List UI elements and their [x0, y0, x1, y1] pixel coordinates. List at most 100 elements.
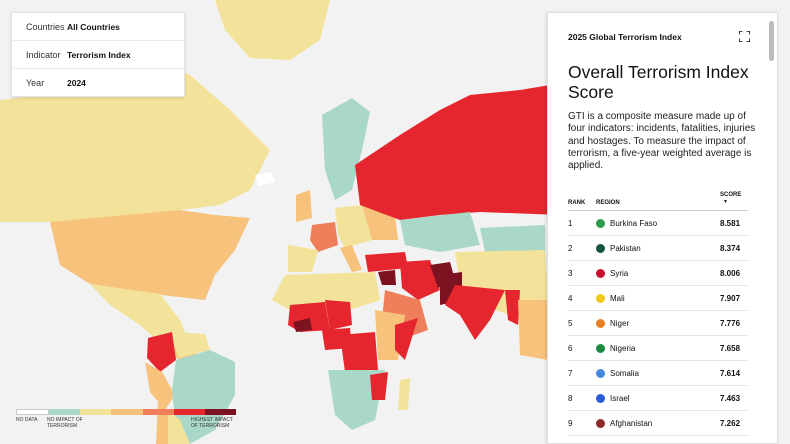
map-region-burkina-faso[interactable]	[293, 318, 312, 332]
map-region-france[interactable]	[310, 222, 338, 252]
region-name: Syria	[610, 268, 629, 278]
table-row[interactable]: 9 Afghanistan 7.262	[568, 411, 748, 436]
region-cell: Israel	[596, 393, 720, 403]
map-region-central-africa[interactable]	[340, 332, 378, 372]
table-row[interactable]: 6 Nigeria 7.658	[568, 336, 748, 361]
rank-cell: 6	[568, 343, 573, 353]
flag-icon	[596, 368, 605, 378]
map-region-mexico[interactable]	[90, 284, 190, 350]
filter-panel: Countries All Countries Indicator Terror…	[11, 12, 185, 97]
region-cell: Nigeria	[596, 343, 720, 353]
flag-icon	[596, 393, 605, 403]
map-region-niger[interactable]	[325, 300, 352, 330]
col-rank[interactable]: RANK	[568, 200, 586, 206]
flag-icon	[596, 343, 605, 353]
col-region[interactable]: REGION	[596, 200, 620, 206]
map-region-central-europe[interactable]	[335, 205, 372, 248]
region-cell: Burkina Faso	[596, 218, 720, 228]
score-cell: 7.614	[720, 368, 741, 378]
map-region-usa[interactable]	[50, 210, 250, 300]
filter-indicator[interactable]: Indicator Terrorism Index	[12, 41, 184, 69]
region-cell: Syria	[596, 268, 720, 278]
legend-swatch	[49, 409, 81, 415]
map-region-italy[interactable]	[340, 245, 362, 272]
flag-icon	[596, 293, 605, 303]
map-region-argentina[interactable]	[168, 410, 190, 444]
region-name: Pakistan	[610, 243, 641, 253]
col-score[interactable]: SCORE ▼	[720, 192, 748, 206]
expand-icon[interactable]	[739, 31, 750, 42]
map-region-peru[interactable]	[145, 362, 175, 410]
legend-swatch	[111, 409, 143, 415]
score-cell: 7.907	[720, 293, 741, 303]
filter-year[interactable]: Year 2024	[12, 69, 184, 97]
map-region-turkey[interactable]	[365, 252, 408, 272]
map-region-iberia[interactable]	[288, 245, 318, 272]
ranking-panel: 2025 Global Terrorism Index Overall Terr…	[547, 12, 778, 444]
rank-cell: 4	[568, 293, 573, 303]
map-region-myanmar[interactable]	[505, 290, 520, 325]
region-name: Nigeria	[610, 343, 636, 353]
legend-swatch	[173, 409, 205, 415]
map-region-mozambique[interactable]	[370, 372, 388, 400]
score-cell: 7.262	[720, 418, 741, 428]
flag-icon	[596, 268, 605, 278]
map-region-india[interactable]	[445, 285, 505, 340]
flag-icon	[596, 318, 605, 328]
table-row[interactable]: 2 Pakistan 8.374	[568, 236, 748, 261]
map-region-north-africa[interactable]	[272, 272, 380, 310]
map-region-colombia[interactable]	[147, 332, 176, 372]
region-cell: Somalia	[596, 368, 720, 378]
map-region-iran[interactable]	[400, 260, 440, 300]
table-row[interactable]: 4 Mali 7.907	[568, 286, 748, 311]
score-cell: 7.658	[720, 343, 741, 353]
table-row[interactable]: 1 Burkina Faso 8.581	[568, 211, 748, 236]
table-row[interactable]: 8 Israel 7.463	[568, 386, 748, 411]
map-region-somalia[interactable]	[395, 318, 418, 360]
panel-description: GTI is a composite measure made up of fo…	[568, 111, 756, 172]
legend-swatch	[204, 409, 236, 415]
rank-cell: 8	[568, 393, 573, 403]
map-region-madagascar[interactable]	[398, 378, 410, 410]
score-cell: 8.374	[720, 243, 741, 253]
col-score-label: SCORE	[720, 192, 742, 198]
map-region-brazil[interactable]	[172, 350, 235, 444]
map-region-iceland[interactable]	[255, 172, 275, 186]
map-region-russia[interactable]	[355, 85, 560, 220]
map-region-southern-africa[interactable]	[328, 370, 385, 430]
filter-countries[interactable]: Countries All Countries	[12, 13, 184, 41]
filter-value[interactable]: Terrorism Index	[67, 49, 131, 60]
map-region-uk[interactable]	[296, 190, 312, 222]
map-legend: NO DATA NO IMPACT OF TERRORISM HIGHEST I…	[16, 409, 236, 432]
region-cell: Afghanistan	[596, 418, 720, 428]
score-cell: 8.581	[720, 218, 741, 228]
region-name: Mali	[610, 293, 625, 303]
score-cell: 7.463	[720, 393, 741, 403]
map-region-southeast-asia[interactable]	[518, 300, 548, 360]
table-row[interactable]: 3 Syria 8.006	[568, 261, 748, 286]
table-row[interactable]: 5 Niger 7.776	[568, 311, 748, 336]
map-region-mongolia[interactable]	[480, 225, 545, 252]
filter-label: Year	[26, 78, 45, 88]
panel-scrollbar[interactable]	[769, 21, 774, 61]
rank-cell: 3	[568, 268, 573, 278]
flag-icon	[596, 418, 605, 428]
sort-down-icon[interactable]: ▼	[723, 199, 728, 205]
rank-cell: 9	[568, 418, 573, 428]
flag-icon	[596, 218, 605, 228]
map-region-kazakhstan[interactable]	[400, 212, 480, 252]
filter-value[interactable]: All Countries	[67, 21, 120, 32]
map-region-scandinavia[interactable]	[322, 98, 370, 200]
table-header: RANK REGION SCORE ▼	[568, 192, 748, 211]
panel-title: Overall Terrorism Index Score	[568, 62, 749, 102]
filter-value[interactable]: 2024	[67, 78, 86, 88]
map-region-syria[interactable]	[378, 270, 396, 285]
map-region-venezuela[interactable]	[172, 332, 210, 358]
map-region-greenland[interactable]	[215, 0, 330, 60]
region-cell: Niger	[596, 318, 720, 328]
table-row[interactable]: 7 Somalia 7.614	[568, 361, 748, 386]
rank-cell: 1	[568, 218, 573, 228]
map-region-canada[interactable]	[0, 60, 270, 222]
region-cell: Pakistan	[596, 243, 720, 253]
